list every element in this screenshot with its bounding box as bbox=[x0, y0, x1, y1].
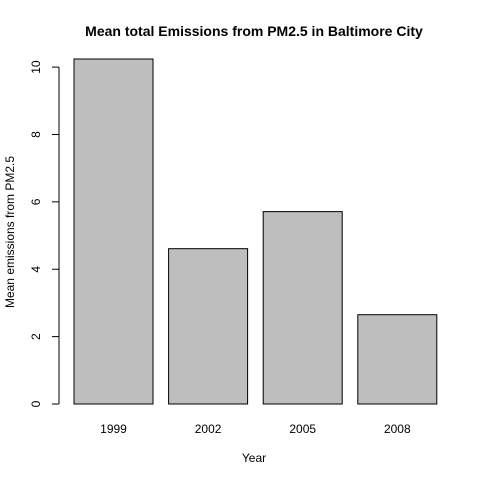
y-axis: 0 2 4 6 8 10 bbox=[29, 60, 60, 407]
y-tick-label-0: 0 bbox=[29, 400, 43, 407]
y-tick-label-4: 4 bbox=[29, 266, 43, 273]
bar-2008 bbox=[357, 314, 438, 405]
y-tick-label-8: 8 bbox=[29, 131, 43, 138]
y-tick-label-2: 2 bbox=[29, 333, 43, 340]
bar-2005 bbox=[262, 211, 343, 405]
bars-layer bbox=[73, 58, 438, 405]
y-tick-label-6: 6 bbox=[29, 198, 43, 205]
x-tick-label-2002: 2002 bbox=[195, 422, 222, 436]
bar-2002 bbox=[168, 248, 249, 405]
y-axis-label: Mean emissions from PM2.5 bbox=[3, 156, 17, 308]
chart-title: Mean total Emissions from PM2.5 in Balti… bbox=[85, 23, 423, 39]
x-axis-label: Year bbox=[242, 451, 266, 465]
x-tick-label-2005: 2005 bbox=[289, 422, 316, 436]
y-tick-label-10: 10 bbox=[29, 60, 43, 74]
x-tick-labels: 1999 2002 2005 2008 bbox=[100, 422, 411, 436]
x-tick-label-2008: 2008 bbox=[384, 422, 411, 436]
bar-1999 bbox=[73, 58, 154, 405]
x-tick-label-1999: 1999 bbox=[100, 422, 127, 436]
